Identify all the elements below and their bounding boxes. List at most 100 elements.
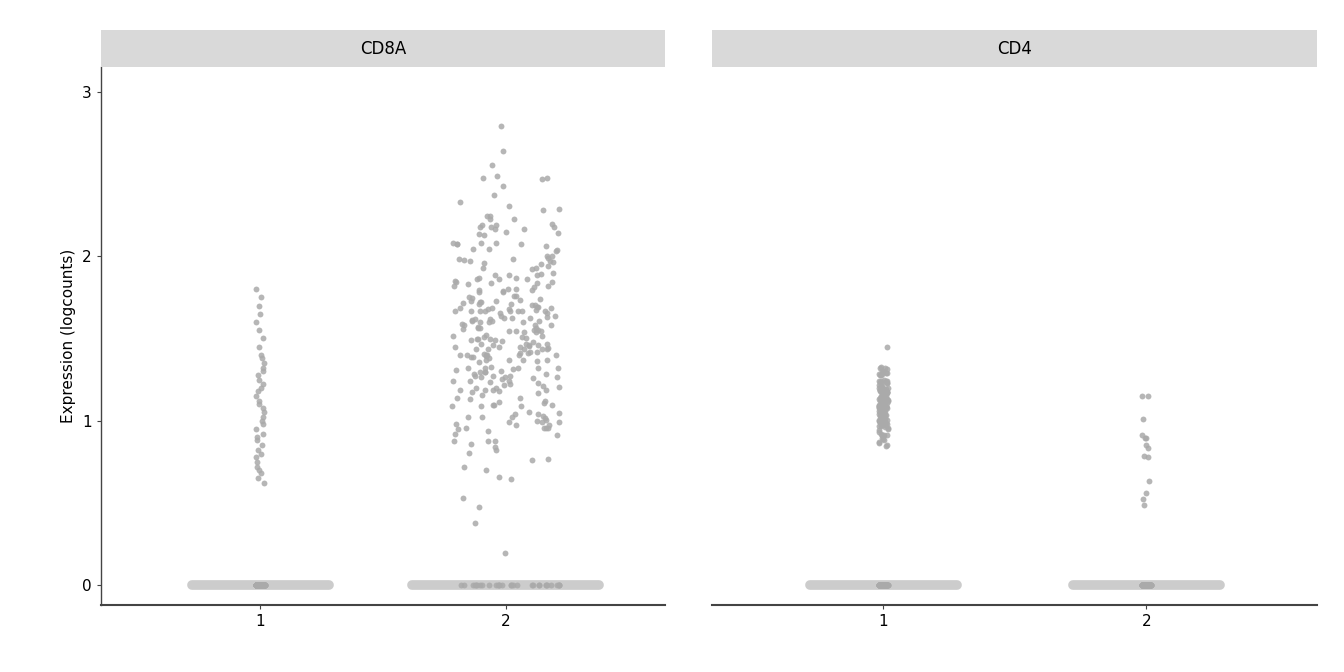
Point xyxy=(253,580,274,591)
Point xyxy=(477,435,499,446)
Point xyxy=(246,580,267,591)
Point xyxy=(875,376,896,386)
Point xyxy=(546,245,567,255)
Point xyxy=(874,402,895,413)
Point xyxy=(461,352,482,363)
Point xyxy=(253,580,274,591)
Point xyxy=(1137,443,1159,454)
Point xyxy=(874,401,895,412)
Point xyxy=(521,300,543,310)
Point xyxy=(1130,580,1152,591)
Point xyxy=(519,312,540,323)
Point xyxy=(468,285,489,296)
Point xyxy=(870,385,891,396)
Point xyxy=(247,580,269,591)
Point xyxy=(536,253,558,264)
Point xyxy=(523,282,544,292)
Point xyxy=(548,580,570,591)
Point xyxy=(247,580,269,591)
Point xyxy=(536,354,558,365)
Point xyxy=(250,580,271,591)
Point xyxy=(875,419,896,430)
Point xyxy=(540,302,562,313)
Point xyxy=(534,395,555,406)
Point xyxy=(250,580,271,591)
Point xyxy=(460,439,481,450)
Point xyxy=(872,431,894,442)
Point xyxy=(874,580,895,591)
Point xyxy=(253,580,274,591)
Point xyxy=(875,580,896,591)
Point xyxy=(1134,580,1156,591)
Point xyxy=(249,580,270,591)
Point xyxy=(870,580,891,591)
Point xyxy=(472,262,493,273)
Point xyxy=(868,406,890,417)
Point xyxy=(875,580,896,591)
Point xyxy=(485,296,507,306)
Point xyxy=(444,429,465,439)
Point xyxy=(493,285,515,296)
Point xyxy=(499,305,520,316)
Point xyxy=(503,364,524,374)
Point xyxy=(442,331,464,341)
Point xyxy=(532,380,554,391)
Point xyxy=(249,580,270,591)
Point xyxy=(870,362,891,373)
Point xyxy=(249,580,270,591)
Point xyxy=(870,417,891,427)
Point xyxy=(470,401,492,411)
Point xyxy=(878,396,899,407)
Point xyxy=(250,580,271,591)
Point xyxy=(251,580,273,591)
Point xyxy=(875,580,896,591)
Point xyxy=(1137,580,1159,591)
Point xyxy=(531,417,552,427)
Point xyxy=(251,580,273,591)
Point xyxy=(253,379,274,390)
Point xyxy=(872,580,894,591)
Point xyxy=(1137,580,1159,591)
Point xyxy=(876,580,898,591)
Point xyxy=(480,278,501,288)
Point xyxy=(246,456,267,467)
Point xyxy=(249,580,270,591)
Point xyxy=(535,580,556,591)
Point xyxy=(250,580,271,591)
Point xyxy=(1133,493,1154,504)
Point xyxy=(875,401,896,411)
Point xyxy=(874,419,895,430)
Point xyxy=(872,411,894,422)
Point xyxy=(872,580,894,591)
Point xyxy=(476,465,497,476)
Point xyxy=(246,284,267,294)
Point xyxy=(870,580,891,591)
Point xyxy=(530,269,551,280)
Point xyxy=(251,580,273,591)
Point xyxy=(474,384,496,395)
Point xyxy=(523,580,544,591)
Point xyxy=(870,580,891,591)
Point xyxy=(868,427,890,437)
Point xyxy=(246,435,267,446)
Point xyxy=(253,580,274,591)
Point xyxy=(465,344,487,355)
Point xyxy=(461,315,482,326)
Point xyxy=(251,580,273,591)
Point xyxy=(876,580,898,591)
Point xyxy=(468,287,489,298)
Point xyxy=(503,214,524,224)
Point xyxy=(875,402,896,413)
Point xyxy=(253,580,274,591)
Point xyxy=(543,257,564,267)
Point xyxy=(546,429,567,440)
Point xyxy=(249,399,270,410)
Point xyxy=(476,349,497,360)
Point xyxy=(501,474,523,485)
Point xyxy=(1130,580,1152,591)
Point xyxy=(247,580,269,591)
Point xyxy=(250,468,271,478)
Point xyxy=(249,580,270,591)
Point xyxy=(251,580,273,591)
Point xyxy=(1137,580,1159,591)
